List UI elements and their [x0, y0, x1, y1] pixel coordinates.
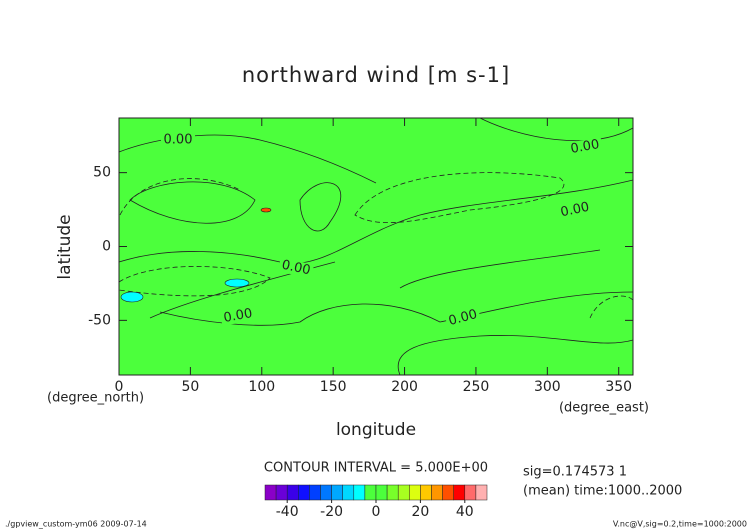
colorbar-box: [409, 484, 421, 501]
colorbar-box: [442, 484, 454, 501]
label-bg: [161, 133, 195, 147]
colorbar-box: [298, 484, 310, 501]
contour-line: [299, 182, 342, 232]
note: (mean) time:1000..2000: [523, 484, 682, 499]
colorbar-box: [286, 484, 299, 501]
colorbar-box: [397, 484, 410, 501]
contour-line: [354, 172, 565, 223]
y-unit: (degree_north): [47, 391, 144, 406]
contour-line: [129, 181, 256, 224]
contour-label: 0.00: [447, 307, 479, 329]
contour-line: [399, 249, 601, 289]
colorbar-box: [342, 484, 355, 501]
colorbar-box: [453, 484, 466, 501]
y-axis-label: latitude: [55, 214, 75, 279]
colorbar-box: [375, 484, 388, 501]
contour-line: [119, 178, 241, 216]
x-tick-label: 0: [115, 379, 124, 395]
contour-line: [118, 266, 271, 297]
label-bg: [556, 199, 594, 221]
y-tick-label: 0: [102, 239, 111, 255]
contour-label: 0.00: [164, 133, 193, 148]
footer: ./gpview_custom-ym06 2009-07-14: [5, 520, 147, 529]
colorbar-tick-label: 40: [456, 504, 474, 520]
colorbar-box: [275, 484, 288, 501]
x-tick-label: 50: [181, 379, 199, 395]
colorbar-box: [353, 484, 366, 501]
contour-line: [589, 295, 634, 319]
colorbar-tick-label: 20: [411, 504, 429, 520]
x-unit: (degree_east): [559, 401, 649, 416]
x-tick-label: 250: [463, 379, 490, 395]
contour-line: [397, 335, 634, 376]
plot-area: [118, 117, 634, 376]
colorbar-box: [475, 484, 488, 501]
footer: V.nc@V,sig=0.2,time=1000:2000: [613, 520, 747, 529]
note: sig=0.174573 1: [523, 465, 627, 480]
contour-label: 0.00: [280, 258, 311, 279]
label-bg: [277, 257, 315, 279]
contour-line: [118, 179, 634, 264]
colorbar-tick-label: -20: [320, 504, 343, 520]
y-tick-label: -50: [88, 312, 111, 328]
label-bg: [567, 137, 603, 157]
colorbar-box: [364, 484, 377, 501]
colorbar-box: [386, 484, 399, 501]
colorbar-tick-label: -40: [276, 504, 299, 520]
x-tick-label: 100: [248, 379, 275, 395]
x-tick-label: 300: [534, 379, 561, 395]
colorbar-box: [331, 484, 343, 501]
contour-line: [159, 291, 634, 326]
colorbar-tick-label: 0: [372, 504, 381, 520]
colorbar-box: [431, 484, 443, 501]
fill-region: [119, 118, 633, 375]
label-bg: [444, 306, 482, 330]
contour-label: 0.00: [222, 306, 253, 326]
contour-interval: CONTOUR INTERVAL = 5.000E+00: [264, 461, 488, 476]
contour-line: [479, 117, 634, 142]
colorbar-box: [420, 484, 432, 501]
fill-region: [224, 278, 250, 288]
fill-region: [120, 291, 144, 303]
x-tick-label: 200: [391, 379, 418, 395]
y-tick-label: 50: [93, 165, 111, 181]
x-tick-label: 150: [320, 379, 347, 395]
colorbar-box: [309, 484, 321, 501]
colorbar-box: [464, 484, 477, 501]
x-axis-label: longitude: [336, 420, 416, 440]
colorbar-box: [264, 484, 277, 501]
contour-label: 0.00: [569, 137, 600, 157]
label-bg: [220, 306, 256, 326]
contour-line: [118, 134, 377, 184]
contour-label: 0.00: [559, 200, 590, 221]
x-tick-label: 350: [605, 379, 632, 395]
colorbar-box: [320, 484, 332, 501]
fill-region: [260, 207, 272, 213]
chart-title: northward wind [m s-1]: [242, 63, 510, 87]
